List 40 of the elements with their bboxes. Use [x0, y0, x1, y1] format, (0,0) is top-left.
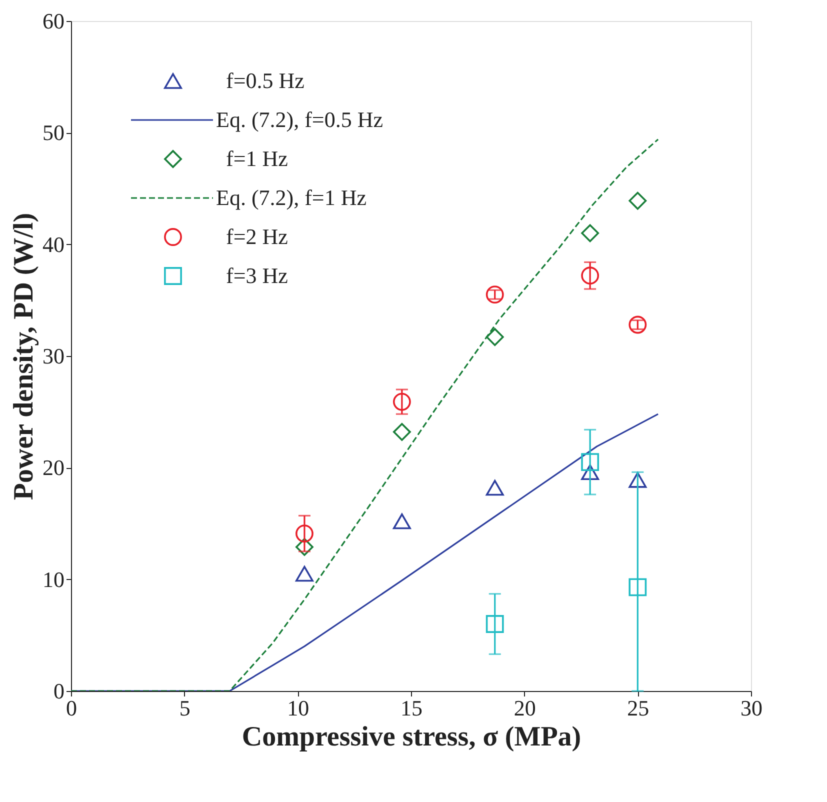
point: [486, 615, 504, 633]
legend-label: f=2 Hz: [226, 224, 288, 249]
legend-label: f=1 Hz: [226, 146, 288, 171]
y-tick-label: 0: [54, 678, 64, 704]
point: [486, 480, 504, 496]
y-tick-label: 10: [42, 566, 64, 592]
point: [392, 513, 411, 530]
point: [581, 266, 600, 285]
point: [628, 192, 647, 210]
y-tick-label: 50: [42, 120, 64, 146]
point: [628, 578, 647, 596]
y-tick-label: 40: [42, 232, 64, 257]
point: [296, 524, 314, 542]
point: [296, 538, 314, 556]
point: [581, 464, 600, 480]
legend-label: Eq. (7.2), f=0.5 Hz: [216, 107, 384, 132]
point: [486, 328, 504, 346]
x-axis-title: Compressive stress, σ (MPa): [242, 722, 582, 752]
x-tick-label: 30: [740, 696, 762, 720]
legend-label: f=3 Hz: [226, 263, 288, 288]
legend-label: Eq. (7.2), f=1 Hz: [216, 185, 367, 210]
point: [392, 392, 411, 411]
y-axis-title: Power density, PD (W/l): [8, 212, 40, 500]
x-tick-label: 10: [287, 696, 310, 720]
point: [628, 316, 647, 334]
line-series: [71, 138, 659, 691]
legend-label: f=0.5 Hz: [226, 68, 305, 93]
y-tick-label: 60: [42, 8, 64, 34]
x-tick-label: 25: [627, 696, 650, 720]
y-tick-label: 30: [42, 344, 64, 368]
x-tick-label: 15: [400, 696, 422, 720]
y-tick-label: 20: [42, 455, 64, 480]
point: [628, 472, 647, 488]
point: [392, 422, 411, 441]
point: [486, 286, 504, 304]
point: [581, 224, 600, 242]
point: [296, 566, 314, 582]
x-tick-label: 20: [514, 696, 536, 720]
point: [581, 453, 600, 472]
x-tick-label: 5: [179, 696, 190, 720]
